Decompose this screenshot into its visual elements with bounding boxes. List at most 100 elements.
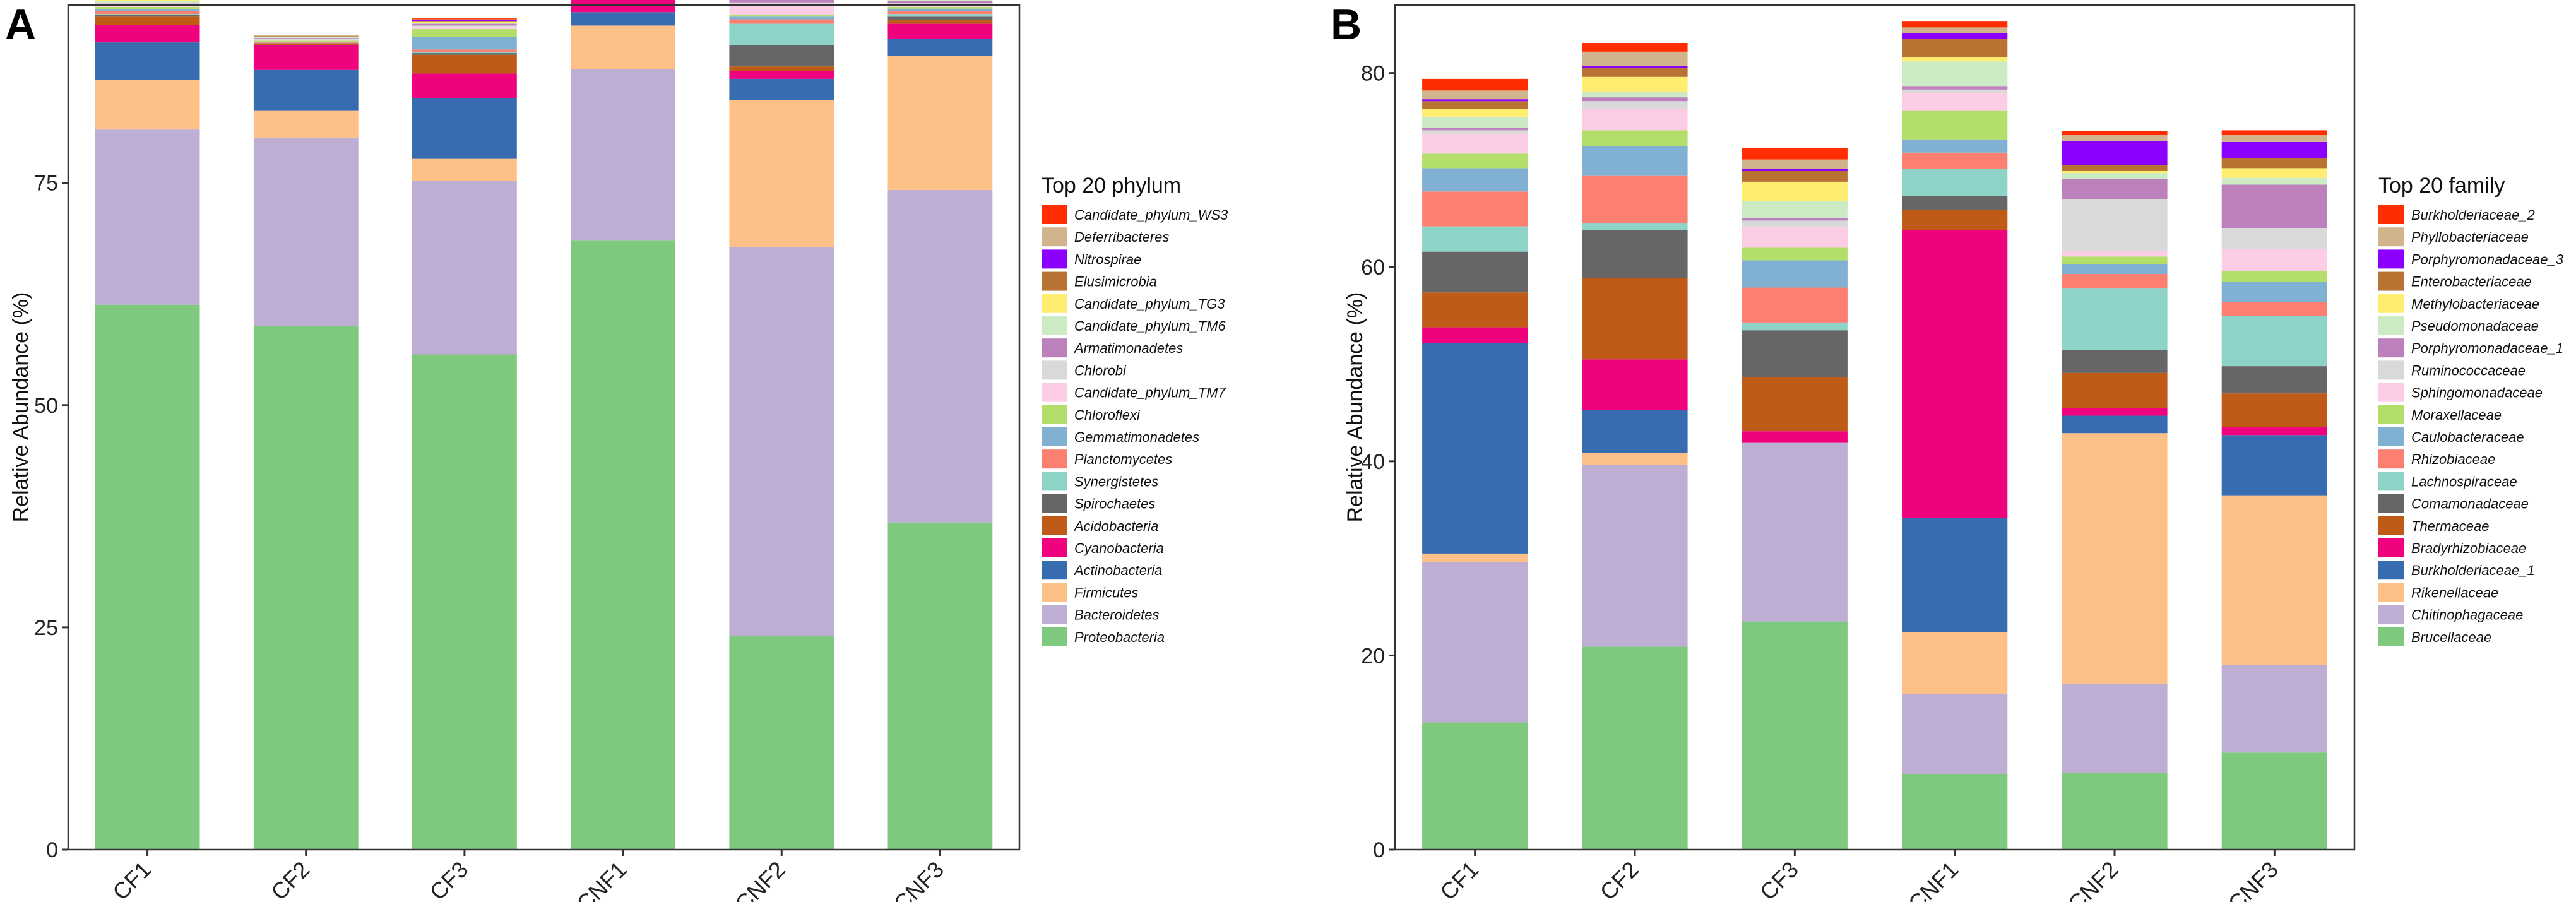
panel-b-bar-cnf3-rikenellaceae (2221, 495, 2327, 665)
panel-a-legend-title: Top 20 phylum (1042, 174, 1181, 198)
panel-b-legend-label: Thermaceae (2411, 518, 2490, 534)
panel-a-bar-cnf3-proteobacteria (887, 522, 993, 850)
panel-a-bar-cf1-synergistetes (95, 14, 200, 15)
panel-a-legend-swatch (1042, 516, 1067, 535)
panel-a-bar-cnf2-gemmatimonadetes (729, 16, 834, 20)
panel-b-bar-cnf1-pseudomonadaceae (1902, 61, 2008, 87)
panel-b-bar-cf3-thermaceae (1742, 377, 1848, 432)
panel-a-legend-label: Chloroflexi (1074, 407, 1141, 423)
panel-b-legend-label: Burkholderiaceae_2 (2411, 207, 2535, 223)
panel-b-legend-label: Lachnospiraceae (2411, 473, 2517, 489)
panel-b-bar-cnf3-moraxellaceae (2221, 271, 2327, 282)
panel-a-bar-cnf3-candidate-phylum-tm7 (887, 5, 993, 7)
panel-a-bar-cf2-actinobacteria (253, 69, 359, 111)
panel-b-bar-cnf3-thermaceae (2221, 393, 2327, 427)
panel-a-legend-swatch (1042, 383, 1067, 402)
panel-a-bar-cf3-acidobacteria (412, 54, 517, 74)
panel-b-bar-cf1-chitinophagaceae (1422, 562, 1528, 723)
panel-a-legend-swatch (1042, 205, 1067, 224)
panel-a-bar-cnf1-bacteroidetes (571, 69, 675, 241)
panel-b-bar-cnf3-burkholderiaceae-1 (2221, 435, 2327, 496)
panel-a-bar-cf1-acidobacteria (95, 16, 200, 25)
panel-b-bar-cnf1-burkholderiaceae-1 (1902, 518, 2008, 632)
panel-a-legend-label: Armatimonadetes (1073, 340, 1183, 356)
panel-a-legend-label: Actinobacteria (1073, 562, 1162, 578)
panel-b-bar-cnf1-thermaceae (1902, 210, 2008, 230)
panel-a-bar-cf3-candidate-phylum-tg3 (412, 21, 517, 23)
panel-b-bar-cnf2-burkholderiaceae-1 (2062, 415, 2168, 434)
panel-a-bar-cf2-chloroflexi (253, 40, 359, 42)
panel-b-bar-cf3-enterobacteriaceae (1742, 170, 1848, 182)
panel-b-bar-cf1-brucellaceae (1422, 722, 1528, 850)
panel-b-legend-label: Porphyromonadaceae_3 (2411, 251, 2564, 267)
panel-b-bar-cf3-porphyromonadaceae-3 (1742, 169, 1848, 171)
panel-b-bar-cnf2-pseudomonadaceae (2062, 173, 2168, 179)
panel-b-y-tick-label: 60 (1361, 256, 1385, 280)
panel-a-bar-cnf1-proteobacteria (571, 240, 675, 850)
panel-b-bar-cnf2-rhizobiaceae (2062, 274, 2168, 289)
panel-b-bar-cf2-caulobacteraceae (1582, 146, 1688, 176)
panel-a-bar-cnf3-actinobacteria (887, 39, 993, 56)
panel-b-bar-cf2-ruminococcaceae (1582, 101, 1688, 109)
panel-b-bar-cnf2-caulobacteraceae (2062, 264, 2168, 275)
panel-a-bar-cnf2-firmicutes (729, 100, 834, 247)
panel-b-bar-cf3-methylobacteriaceae (1742, 181, 1848, 201)
panel-b-bar-cnf1-ruminococcaceae (1902, 89, 2008, 93)
panel-b-legend-label: Methylobacteriaceae (2411, 296, 2539, 312)
panel-a-bar-cnf1-firmicutes (571, 25, 675, 69)
panel-a-bar-cnf2-cyanobacteria (729, 71, 834, 79)
panel-a-bar-cnf2-acidobacteria (729, 66, 834, 71)
panel-a-bar-cf3-firmicutes (412, 158, 517, 181)
panel-b-bar-cnf1-sphingomonadaceae (1902, 93, 2008, 111)
panel-b-bar-cnf2-chitinophagaceae (2062, 684, 2168, 773)
panel-b-legend-label: Rhizobiaceae (2411, 451, 2495, 467)
panel-a-bar-cf2-candidate-phylum-tm6 (253, 37, 359, 39)
panel-b-bar-cf2-burkholderiaceae-1 (1582, 410, 1688, 453)
panel-b-bar-cf3-rhizobiaceae (1742, 287, 1848, 323)
panel-a-legend-swatch (1042, 538, 1067, 557)
panel-a-x-tick-label: CNF3 (889, 857, 949, 902)
panel-a-plot-area: CF1 CF2 CF3 CNF1 CNF2 CNF3 0 25 50 75 (34, 0, 1021, 902)
panel-b-bar-cnf1-phyllobacteriaceae (1902, 27, 2008, 33)
panel-a-legend-swatch (1042, 316, 1067, 335)
panel-a-bar-cf2-elusimicrobia (253, 36, 359, 37)
panel-a-y-tick-label: 0 (46, 838, 58, 862)
panel-b-legend-title: Top 20 family (2378, 174, 2505, 198)
panel-a-bar-cnf3-acidobacteria (887, 20, 993, 24)
panel-b-bar-cnf1-burkholderiaceae-2 (1902, 21, 2008, 28)
panel-a-y-tick-label: 25 (34, 616, 58, 640)
panel-a-bar-cnf2-spirochaetes (729, 45, 834, 67)
panel-b-legend-label: Caulobacteraceae (2411, 429, 2524, 445)
panel-b-x-tick-label: CF2 (1595, 857, 1644, 902)
panel-b-x-tick-label: CNF3 (2223, 857, 2283, 902)
panel-a-bar-cf1-candidate-phylum-tg3 (95, 0, 200, 1)
panel-b-bar-cnf1-lachnospiraceae (1902, 169, 2008, 196)
panel-b-plot-frame (1394, 4, 2356, 851)
panel-b-bar-cnf3-chitinophagaceae (2221, 665, 2327, 753)
panel-a-bar-cnf3-firmicutes (887, 56, 993, 190)
panel-b-bar-cnf1-brucellaceae (1902, 774, 2008, 850)
panel-a-legend-label: Planctomycetes (1074, 451, 1172, 467)
panel-b-legend-label: Bradyrhizobiaceae (2411, 540, 2526, 556)
panel-a-legend-label: Candidate_phylum_TM6 (1074, 318, 1226, 334)
panel-a-plot-frame (67, 4, 1021, 851)
panel-a-bar-cnf3-synergistetes (887, 14, 993, 17)
panel-b-bar-cnf1-comamonadaceae (1902, 196, 2008, 210)
panel-a-bar-cnf3-chloroflexi (887, 6, 993, 9)
panel-b-bar-cf3-pseudomonadaceae (1742, 201, 1848, 218)
panel-b-bar-cf2-chitinophagaceae (1582, 465, 1688, 647)
panel-a-bar-cf2-armatimonadetes (253, 38, 359, 39)
panel-b-bar-cf1-sphingomonadaceae (1422, 134, 1528, 154)
panel-b-bar-cnf1-methylobacteriaceae (1902, 57, 2008, 62)
panel-a-legend-swatch (1042, 472, 1067, 491)
panel-a-legend-swatch (1042, 227, 1067, 247)
panel-b-bar-cnf3-burkholderiaceae-2 (2221, 130, 2327, 136)
panel-b-y-tick-label: 0 (1373, 838, 1385, 862)
panel-b-bar-cnf2-porphyromonadaceae-1 (2062, 179, 2168, 199)
panel-b-bar-cf3-ruminococcaceae (1742, 220, 1848, 228)
panel-a-bar-cf2-proteobacteria (253, 326, 359, 850)
panel-a-bar-cnf2-planctomycetes (729, 19, 834, 24)
panel-a-legend-label: Firmicutes (1074, 585, 1138, 600)
panel-b-label: B (1331, 1, 1362, 49)
panel-b-legend-label: Burkholderiaceae_1 (2411, 562, 2535, 578)
